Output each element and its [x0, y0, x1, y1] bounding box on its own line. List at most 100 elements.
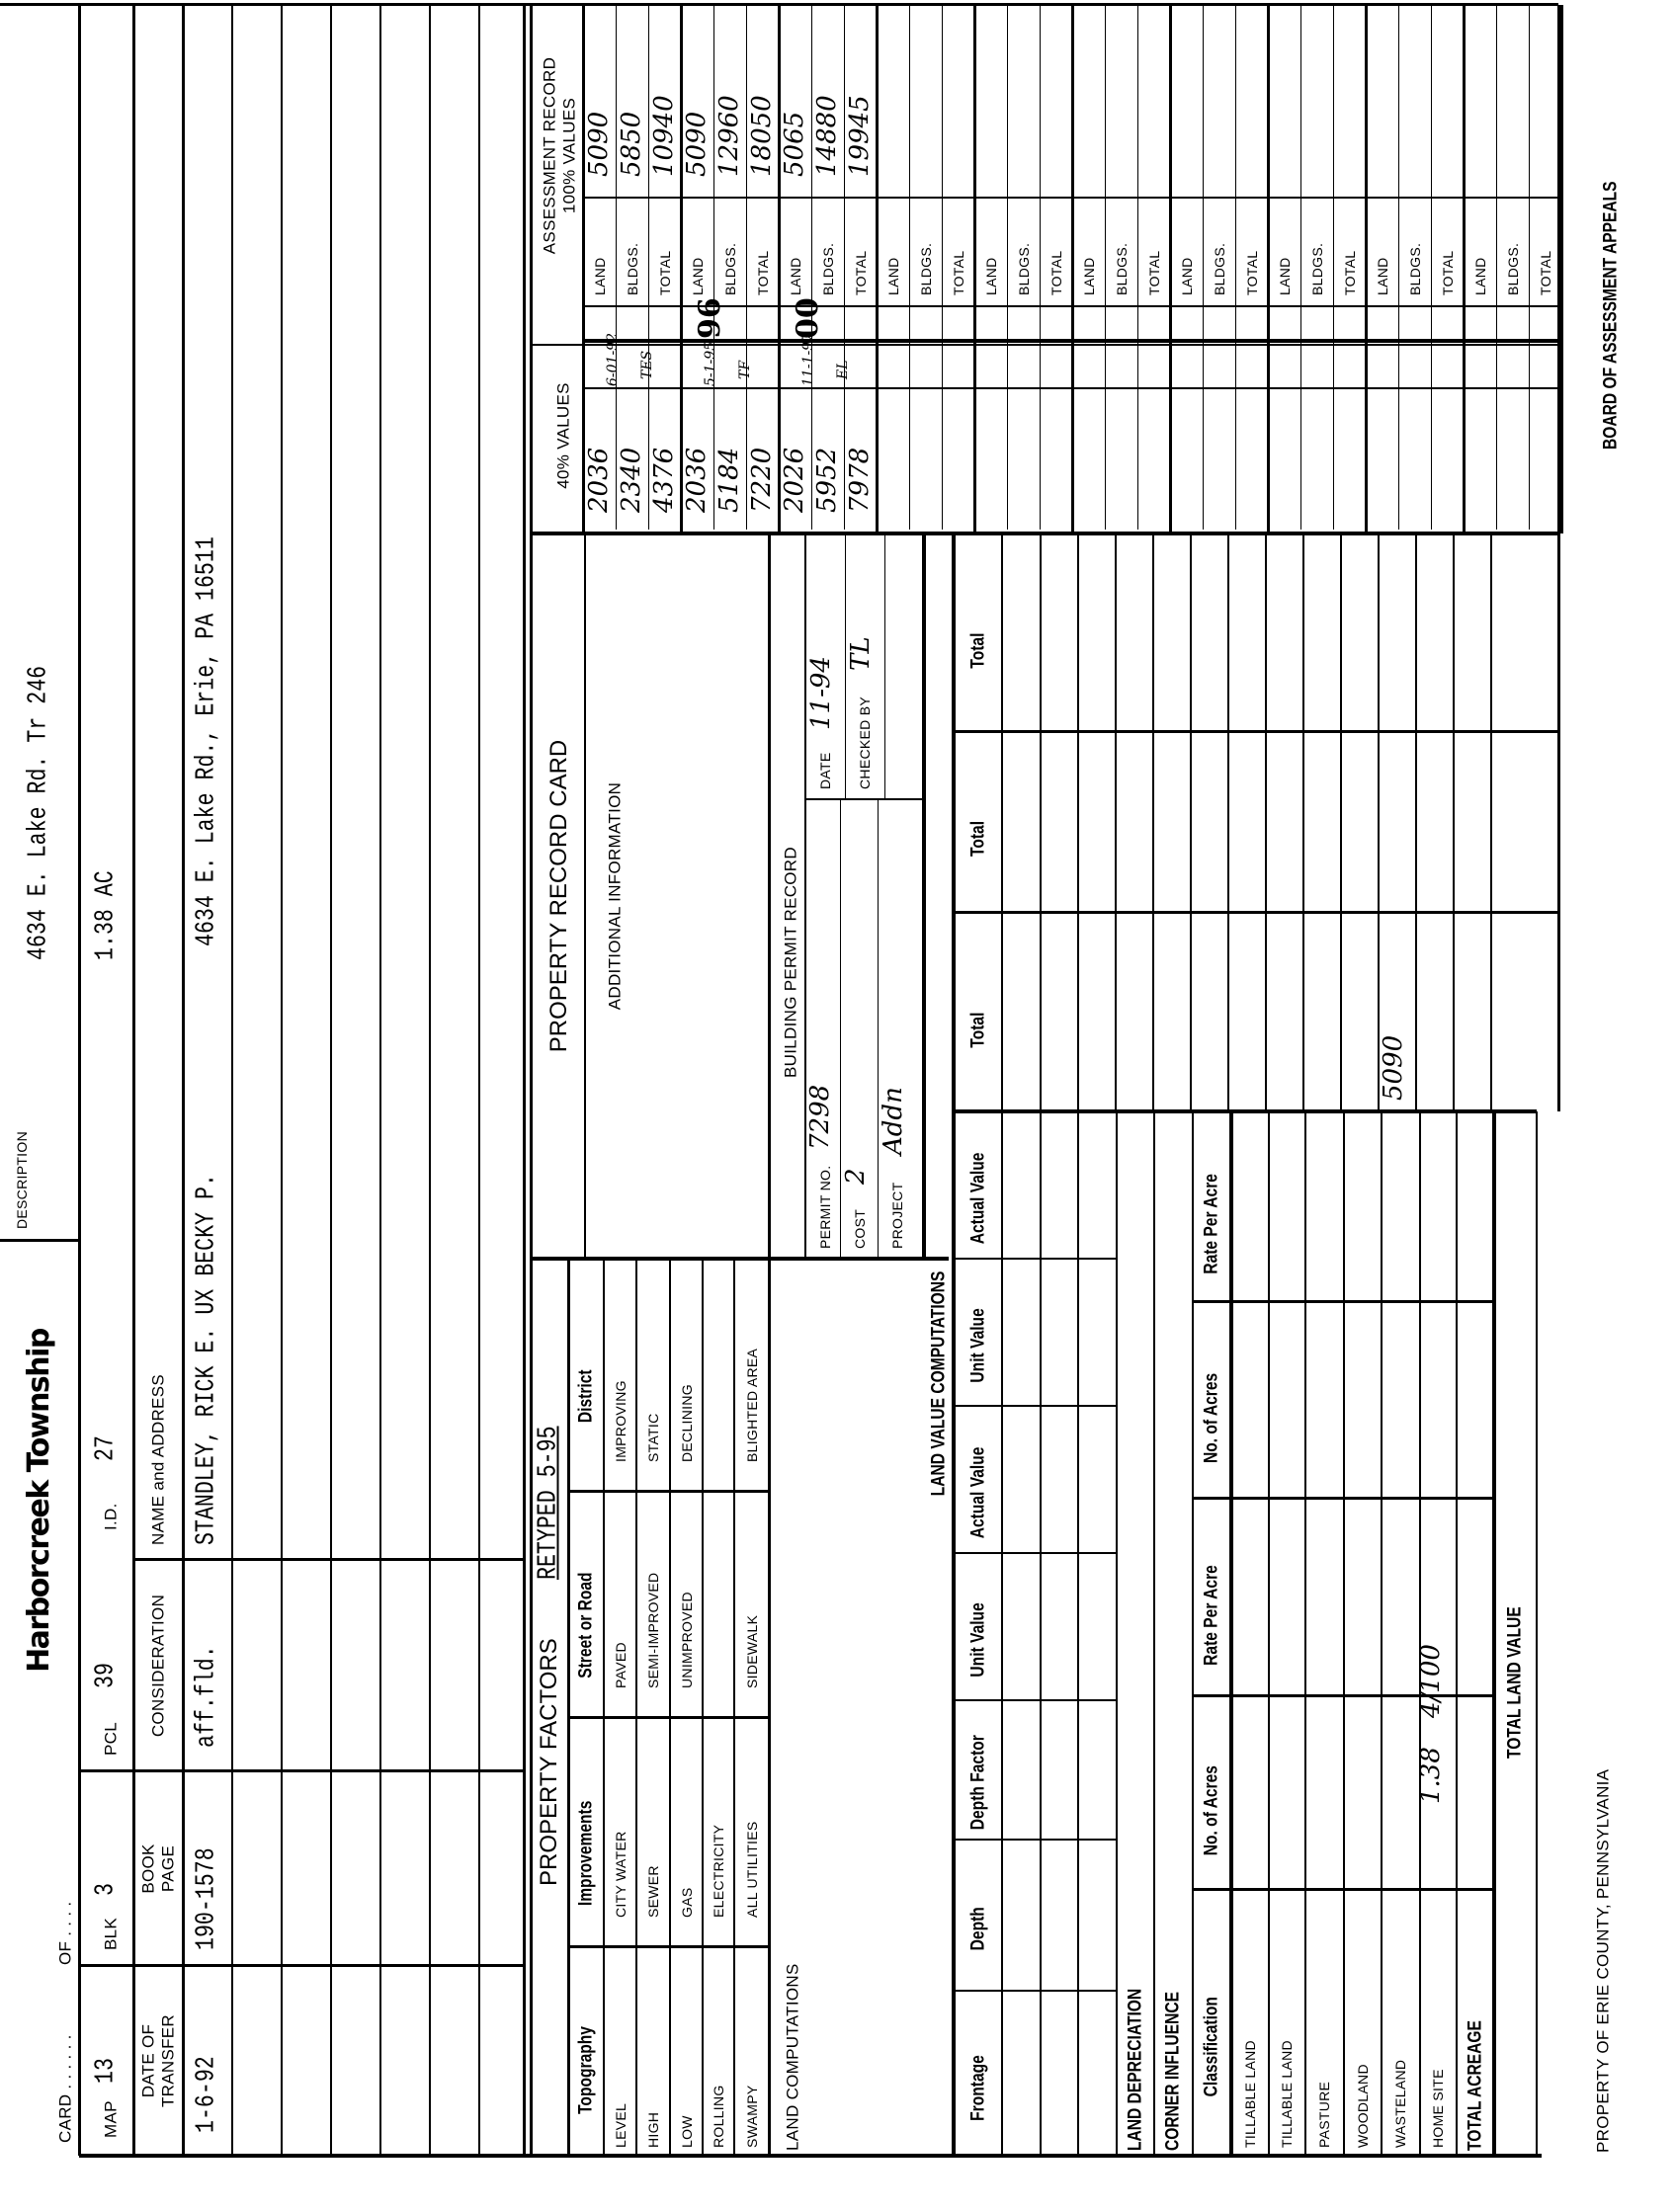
- rule-line: [1116, 1111, 1118, 2156]
- property-factor-cell: HIGH: [645, 2111, 661, 2148]
- rule-line: [231, 5, 233, 2156]
- property-factor-col-header: Topography: [575, 2026, 597, 2114]
- assessment-row-label: LAND: [1277, 257, 1293, 295]
- rule-line: [478, 5, 480, 2156]
- rule-line: [1456, 1111, 1458, 2156]
- assessment-total-value: 10940: [649, 95, 679, 177]
- rule-line: [531, 344, 1558, 346]
- assessment-bldgs-value: 12960: [714, 95, 744, 177]
- rule-line: [702, 1259, 704, 2156]
- assessment-row-label: LAND: [788, 257, 803, 295]
- transfer-header-consideration: CONSIDERATION: [148, 1594, 168, 1738]
- rule-line: [1495, 5, 1497, 530]
- values-40-initials-note: TES: [639, 350, 655, 379]
- assessment-land-value: 5065: [780, 111, 809, 177]
- property-factor-cell: CITY WATER: [613, 1831, 628, 1918]
- classification-col-header: Rate Per Acre: [1201, 1565, 1222, 1666]
- rule-line: [1397, 5, 1399, 530]
- values-40-title: 40% VALUES: [553, 382, 573, 489]
- assessment-land-value: 5090: [682, 111, 712, 177]
- rule-line: [568, 1945, 769, 1949]
- rule-line: [1193, 1300, 1494, 1304]
- values-40-total: 7220: [747, 447, 777, 513]
- rule-line: [566, 1259, 570, 2156]
- permit-no-value: 7298: [805, 1084, 835, 1150]
- permit-project-value: Addn: [879, 1087, 908, 1155]
- land-value-col-header: Unit Value: [967, 1308, 989, 1383]
- land-value-col-header: Total: [967, 632, 989, 669]
- rule-line: [805, 798, 924, 800]
- rule-line: [1430, 5, 1432, 530]
- rule-line: [1302, 533, 1304, 1111]
- rule-line: [1192, 1111, 1194, 2156]
- total-land-value-label: TOTAL LAND VALUE: [1504, 1606, 1526, 1759]
- values-40-date-note: 11-1-97: [800, 333, 816, 386]
- land-value-handwritten-total: 5090: [1379, 1034, 1408, 1101]
- rule-line: [1556, 5, 1560, 1111]
- land-value-title: LAND VALUE COMPUTATIONS: [928, 1270, 950, 1497]
- transfer-header-date2: TRANSFER: [158, 2014, 178, 2108]
- rule-line: [1227, 533, 1229, 1111]
- rule-line: [603, 1259, 605, 2156]
- rule-line: [1490, 533, 1492, 1111]
- rule-line: [0, 1239, 79, 1243]
- property-factor-cell: UNIMPROVED: [679, 1592, 695, 1688]
- classification-col-header: No. of Acres: [1201, 1372, 1222, 1464]
- property-factor-col-header: Improvements: [575, 1800, 597, 1907]
- classification-col-header: No. of Acres: [1201, 1765, 1222, 1856]
- transfer-header-book: BOOK: [138, 1843, 158, 1894]
- values-40-land: 2036: [682, 447, 712, 513]
- rule-line: [1040, 533, 1042, 1111]
- property-factor-cell: SIDEWALK: [744, 1614, 760, 1688]
- land-value-col-header: Total: [967, 820, 989, 858]
- classification-row-label: PASTURE: [1316, 2081, 1332, 2148]
- id-value: 27: [91, 1435, 122, 1461]
- assessment-row-label: LAND: [1081, 257, 1097, 295]
- rule-line: [669, 1259, 671, 2156]
- rule-line: [330, 5, 332, 2156]
- rule-line: [1299, 5, 1301, 530]
- assessment-row-label: BLDGS.: [625, 242, 640, 295]
- classification-col-header: Rate Per Acre: [1201, 1174, 1222, 1274]
- rule-line: [1266, 5, 1270, 533]
- permit-project-label: PROJECT: [889, 1182, 905, 1249]
- assessment-title: ASSESSMENT RECORD: [540, 56, 559, 255]
- rule-line: [1193, 1497, 1494, 1501]
- description-line1: 4634 E. Lake Rd. Tr 246: [24, 665, 54, 960]
- card-label: CARD . . . . . .: [55, 2034, 75, 2143]
- classification-row-label: WASTELAND: [1392, 2059, 1408, 2148]
- rule-line: [1364, 5, 1368, 533]
- rule-line: [954, 911, 1558, 915]
- property-factor-cell: BLIGHTED AREA: [744, 1348, 760, 1462]
- assessment-stamp: 00: [791, 297, 825, 339]
- rule-line: [1153, 1111, 1155, 2156]
- land-value-col-header: Actual Value: [967, 1446, 989, 1539]
- classification-row-label: WOODLAND: [1355, 2064, 1371, 2148]
- permit-cost-value: 2: [841, 1168, 871, 1185]
- assessment-row-label: BLDGS.: [1114, 242, 1130, 295]
- rule-line: [883, 533, 885, 799]
- rule-line: [77, 5, 81, 2156]
- values-40-total: 7978: [845, 447, 875, 513]
- rule-line: [1040, 1111, 1042, 2156]
- values-40-bldgs: 5952: [812, 447, 842, 513]
- property-factor-cell: PAVED: [613, 1642, 628, 1688]
- transfer-date: 1-6-92: [192, 2056, 222, 2133]
- rule-line: [1559, 5, 1563, 533]
- assessment-row-label: BLDGS.: [1212, 242, 1227, 295]
- rule-line: [1039, 5, 1041, 530]
- rule-line: [952, 533, 956, 2156]
- rule-line: [635, 1259, 637, 2156]
- transfer-address: 4634 E. Lake Rd., Erie, PA 16511: [192, 536, 222, 946]
- rule-line: [1536, 1111, 1538, 2156]
- rule-line: [1234, 5, 1236, 530]
- rule-line: [1419, 1111, 1421, 2156]
- rule-line: [1136, 5, 1138, 530]
- rule-line: [1070, 5, 1074, 533]
- assessment-row-label: TOTAL: [755, 250, 771, 295]
- rule-line: [1193, 1694, 1494, 1698]
- assessment-land-value: 5090: [584, 111, 614, 177]
- transfer-book-page: 190-1578: [192, 1847, 222, 1950]
- permit-no-label: PERMIT NO.: [817, 1165, 833, 1249]
